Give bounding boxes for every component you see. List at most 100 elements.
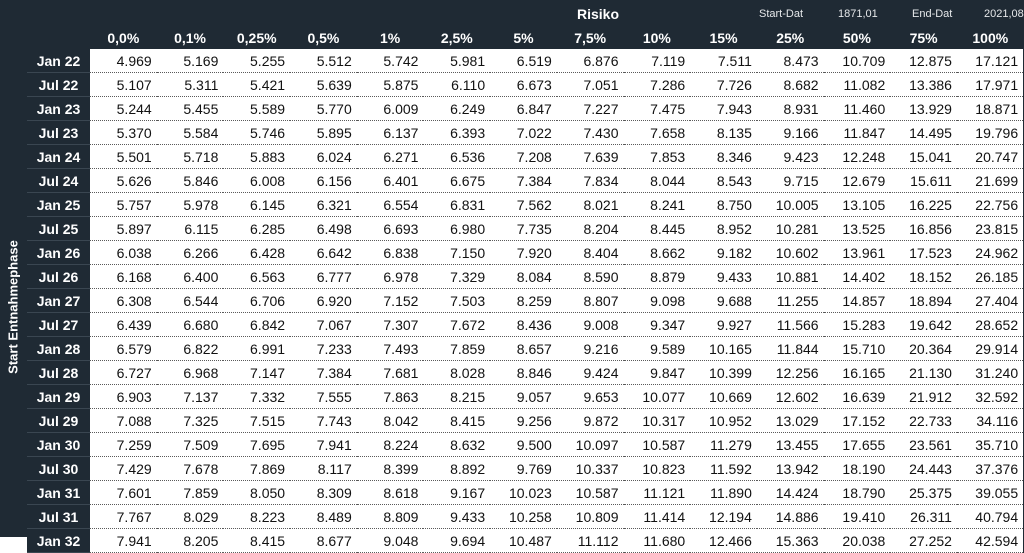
table-cell[interactable]: 6.519 <box>490 49 557 73</box>
column-header[interactable]: 25% <box>756 27 824 49</box>
table-cell[interactable]: 7.307 <box>356 312 424 337</box>
table-cell[interactable]: 9.433 <box>423 504 491 529</box>
table-cell[interactable]: 9.688 <box>690 288 757 313</box>
row-header[interactable]: Jul 23 <box>27 120 90 145</box>
table-cell[interactable]: 17.655 <box>823 432 891 457</box>
table-cell[interactable]: 7.227 <box>556 96 624 121</box>
table-cell[interactable]: 7.384 <box>290 360 357 385</box>
table-cell[interactable]: 5.626 <box>90 168 157 193</box>
table-cell[interactable]: 6.400 <box>156 264 224 289</box>
table-cell[interactable]: 6.308 <box>90 288 157 313</box>
table-cell[interactable]: 7.503 <box>423 288 491 313</box>
table-cell[interactable]: 11.414 <box>623 504 691 529</box>
table-cell[interactable]: 16.856 <box>890 216 957 241</box>
table-cell[interactable]: 7.639 <box>556 144 624 169</box>
table-cell[interactable]: 40.794 <box>956 504 1024 529</box>
row-header[interactable]: Jul 25 <box>27 216 90 241</box>
row-header[interactable]: Jul 26 <box>27 264 90 289</box>
table-cell[interactable]: 6.563 <box>223 264 291 289</box>
table-cell[interactable]: 7.430 <box>556 120 624 145</box>
table-cell[interactable]: 8.750 <box>690 192 757 217</box>
table-cell[interactable]: 11.279 <box>690 432 757 457</box>
table-cell[interactable]: 6.642 <box>290 240 357 265</box>
table-cell[interactable]: 34.116 <box>956 408 1024 433</box>
row-header[interactable]: Jan 30 <box>27 432 90 457</box>
table-cell[interactable]: 6.266 <box>156 240 224 265</box>
table-cell[interactable]: 7.920 <box>490 240 557 265</box>
table-cell[interactable]: 7.286 <box>623 72 691 97</box>
table-cell[interactable]: 8.415 <box>423 408 491 433</box>
table-cell[interactable]: 7.672 <box>423 312 491 337</box>
table-cell[interactable]: 6.498 <box>290 216 357 241</box>
table-cell[interactable]: 8.084 <box>490 264 557 289</box>
table-cell[interactable]: 21.699 <box>956 168 1024 193</box>
table-cell[interactable]: 13.386 <box>890 72 957 97</box>
table-cell[interactable]: 16.165 <box>823 360 891 385</box>
table-cell[interactable]: 6.727 <box>90 360 157 385</box>
table-cell[interactable]: 18.871 <box>956 96 1024 121</box>
table-cell[interactable]: 5.883 <box>223 144 291 169</box>
table-cell[interactable]: 8.215 <box>423 384 491 409</box>
table-cell[interactable]: 12.248 <box>823 144 891 169</box>
table-cell[interactable]: 17.523 <box>890 240 957 265</box>
table-cell[interactable]: 5.897 <box>90 216 157 241</box>
table-cell[interactable]: 19.642 <box>890 312 957 337</box>
table-cell[interactable]: 6.008 <box>223 168 291 193</box>
table-cell[interactable]: 7.022 <box>490 120 557 145</box>
table-cell[interactable]: 21.912 <box>890 384 957 409</box>
table-cell[interactable]: 9.166 <box>756 120 824 145</box>
table-cell[interactable]: 9.653 <box>556 384 624 409</box>
table-cell[interactable]: 7.859 <box>156 480 224 505</box>
table-cell[interactable]: 9.694 <box>423 528 491 553</box>
table-cell[interactable]: 6.579 <box>90 336 157 361</box>
table-cell[interactable]: 6.145 <box>223 192 291 217</box>
table-cell[interactable]: 6.842 <box>223 312 291 337</box>
table-cell[interactable]: 13.525 <box>823 216 891 241</box>
table-cell[interactable]: 6.980 <box>423 216 491 241</box>
table-cell[interactable]: 8.205 <box>156 528 224 553</box>
table-cell[interactable]: 12.466 <box>690 528 757 553</box>
table-cell[interactable]: 12.679 <box>823 168 891 193</box>
table-cell[interactable]: 9.927 <box>690 312 757 337</box>
table-cell[interactable]: 26.311 <box>890 504 957 529</box>
table-cell[interactable]: 5.639 <box>290 72 357 97</box>
table-cell[interactable]: 7.555 <box>290 384 357 409</box>
table-cell[interactable]: 17.971 <box>956 72 1024 97</box>
table-cell[interactable]: 10.587 <box>556 480 624 505</box>
table-cell[interactable]: 10.952 <box>690 408 757 433</box>
table-cell[interactable]: 8.346 <box>690 144 757 169</box>
column-header[interactable]: 100% <box>956 27 1024 49</box>
table-cell[interactable]: 8.807 <box>556 288 624 313</box>
table-cell[interactable]: 6.439 <box>90 312 157 337</box>
table-cell[interactable]: 27.404 <box>956 288 1024 313</box>
table-cell[interactable]: 7.853 <box>623 144 691 169</box>
table-cell[interactable]: 24.443 <box>890 456 957 481</box>
table-cell[interactable]: 5.311 <box>156 72 224 97</box>
row-header[interactable]: Jan 26 <box>27 240 90 265</box>
column-header[interactable]: 10% <box>623 27 691 49</box>
table-cell[interactable]: 7.869 <box>223 456 291 481</box>
table-cell[interactable]: 9.216 <box>556 336 624 361</box>
table-cell[interactable]: 8.050 <box>223 480 291 505</box>
row-header[interactable]: Jul 27 <box>27 312 90 337</box>
table-cell[interactable]: 16.225 <box>890 192 957 217</box>
table-cell[interactable]: 5.718 <box>156 144 224 169</box>
table-cell[interactable]: 31.240 <box>956 360 1024 385</box>
table-cell[interactable]: 5.981 <box>423 49 491 73</box>
table-cell[interactable]: 8.224 <box>356 432 424 457</box>
table-cell[interactable]: 27.252 <box>890 528 957 553</box>
table-cell[interactable]: 12.875 <box>890 49 957 73</box>
table-cell[interactable]: 6.673 <box>490 72 557 97</box>
table-cell[interactable]: 8.618 <box>356 480 424 505</box>
table-cell[interactable]: 6.536 <box>423 144 491 169</box>
table-cell[interactable]: 11.112 <box>556 528 624 553</box>
table-cell[interactable]: 8.846 <box>490 360 557 385</box>
table-cell[interactable]: 6.978 <box>356 264 424 289</box>
table-cell[interactable]: 15.611 <box>890 168 957 193</box>
start-date-value[interactable]: 1871,01 <box>838 8 878 20</box>
table-cell[interactable]: 13.105 <box>823 192 891 217</box>
table-cell[interactable]: 8.677 <box>290 528 357 553</box>
table-cell[interactable]: 7.509 <box>156 432 224 457</box>
table-cell[interactable]: 9.048 <box>356 528 424 553</box>
table-cell[interactable]: 8.473 <box>756 49 824 73</box>
